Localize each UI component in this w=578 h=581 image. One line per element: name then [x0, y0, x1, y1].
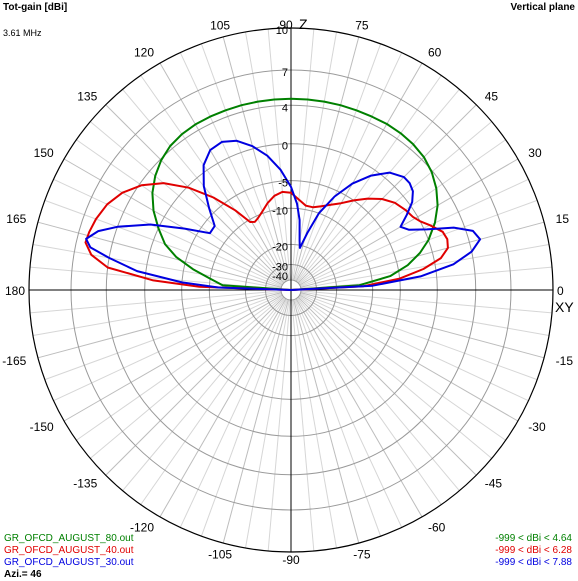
radial-line [37, 292, 282, 359]
angle-label: 0 [557, 284, 564, 298]
radial-line [299, 294, 519, 422]
radial-line [140, 297, 286, 505]
polar-grid [28, 27, 554, 553]
series-trace-0 [151, 97, 439, 291]
radial-line [300, 292, 538, 381]
legend-range-30: -999 < dBi < 7.88 [495, 557, 572, 568]
radial-line [140, 75, 286, 283]
radial-line [76, 295, 284, 441]
angle-label: -105 [208, 548, 232, 562]
ring-label: 10 [276, 25, 288, 37]
legend-range-80: -999 < dBi < 4.64 [495, 533, 572, 544]
angle-label: -75 [353, 548, 371, 562]
radial-line [296, 297, 442, 505]
radial-line [53, 293, 283, 402]
angle-label: 45 [485, 89, 499, 103]
radial-line [293, 299, 360, 544]
radial-line [29, 290, 282, 314]
radial-line [295, 62, 423, 282]
radial-line [297, 296, 477, 476]
legend-file-80: GR_OFCD_AUGUST_80.out [4, 533, 134, 544]
ring-label: 4 [282, 102, 288, 114]
radial-line [300, 292, 545, 359]
angle-label: -45 [485, 477, 503, 491]
angle-label: -15 [556, 354, 574, 368]
xy-axis-letter: XY [555, 299, 574, 315]
radial-line [293, 43, 382, 281]
radial-line [159, 298, 287, 518]
angle-label: 105 [210, 18, 230, 32]
radial-line [298, 295, 506, 441]
plane-label: Vertical plane [510, 2, 575, 13]
angle-label: 180 [5, 284, 25, 298]
radial-line [53, 178, 283, 287]
radial-line [294, 52, 403, 282]
ring-label: -30 [272, 262, 288, 274]
radial-line [300, 221, 545, 288]
radial-line [300, 199, 538, 288]
radial-line [200, 299, 289, 537]
angle-label: -135 [73, 477, 97, 491]
ring-label: 0 [282, 141, 288, 153]
azimuth-label: Azi.= 46 [4, 569, 42, 580]
ring-label: -20 [272, 241, 288, 253]
radial-line [293, 36, 360, 281]
radial-line [299, 293, 529, 402]
radial-line [297, 104, 477, 284]
radial-line [296, 75, 442, 283]
radial-line [179, 52, 288, 282]
angle-label: 75 [355, 18, 369, 32]
angle-label: 30 [528, 146, 542, 160]
angle-label: 90 [279, 18, 293, 32]
legend-file-40: GR_OFCD_AUGUST_40.out [4, 545, 134, 556]
radial-line [294, 298, 403, 528]
radial-line [291, 299, 315, 552]
ring-label: -40 [272, 271, 288, 283]
chart-title: Tot-gain [dBi] [3, 2, 68, 13]
angle-label: -150 [30, 420, 54, 434]
angle-label: 15 [556, 212, 570, 226]
radial-line [179, 298, 288, 528]
radial-line [300, 290, 553, 314]
radial-line [293, 299, 382, 537]
angle-label: -90 [282, 553, 300, 567]
ring-label: -10 [272, 205, 288, 217]
angle-label: -30 [528, 420, 546, 434]
radial-line [44, 199, 282, 288]
angle-label: -120 [130, 520, 154, 534]
angle-label: 60 [428, 46, 442, 60]
radial-line [159, 62, 287, 282]
radial-line [298, 139, 506, 285]
radial-line [299, 178, 529, 287]
ring-label: 7 [282, 67, 288, 79]
angle-label: -165 [2, 354, 26, 368]
angle-label: 150 [34, 146, 54, 160]
radial-line [299, 158, 519, 286]
radial-line [105, 296, 285, 476]
z-axis-letter: Z [299, 16, 308, 32]
radial-line [267, 299, 291, 552]
ring-label: -5 [278, 178, 288, 190]
radial-line [105, 104, 285, 284]
angle-label: 165 [6, 212, 26, 226]
radial-line [76, 139, 284, 285]
radial-line [63, 294, 283, 422]
angle-label: 135 [77, 89, 97, 103]
radial-line [44, 292, 282, 381]
angle-label: 120 [134, 46, 154, 60]
legend-file-30: GR_OFCD_AUGUST_30.out [4, 557, 134, 568]
frequency-label: 3.61 MHz [3, 28, 42, 38]
angle-label: -60 [428, 520, 446, 534]
radial-line [295, 298, 423, 518]
radial-line [222, 299, 289, 544]
legend-range-40: -999 < dBi < 6.28 [495, 545, 572, 556]
gain-traces [84, 97, 482, 291]
series-trace-2 [85, 139, 482, 291]
